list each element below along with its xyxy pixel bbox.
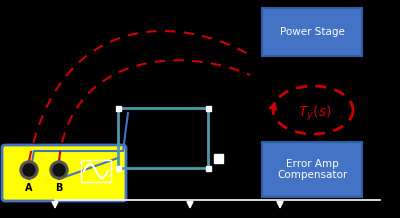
- Bar: [206, 165, 210, 170]
- Text: B: B: [55, 183, 63, 193]
- FancyBboxPatch shape: [262, 8, 362, 56]
- Circle shape: [23, 164, 35, 176]
- Text: A: A: [25, 183, 33, 193]
- Bar: [116, 106, 120, 111]
- Text: $T_y(s)$: $T_y(s)$: [298, 103, 332, 123]
- Text: Error Amp
Compensator: Error Amp Compensator: [277, 159, 347, 180]
- FancyBboxPatch shape: [262, 142, 362, 197]
- Bar: [116, 165, 120, 170]
- Bar: [206, 106, 210, 111]
- FancyBboxPatch shape: [2, 145, 126, 201]
- Bar: [214, 153, 222, 162]
- Circle shape: [53, 164, 65, 176]
- Text: Power Stage: Power Stage: [280, 27, 344, 37]
- Circle shape: [50, 161, 68, 179]
- Circle shape: [20, 161, 38, 179]
